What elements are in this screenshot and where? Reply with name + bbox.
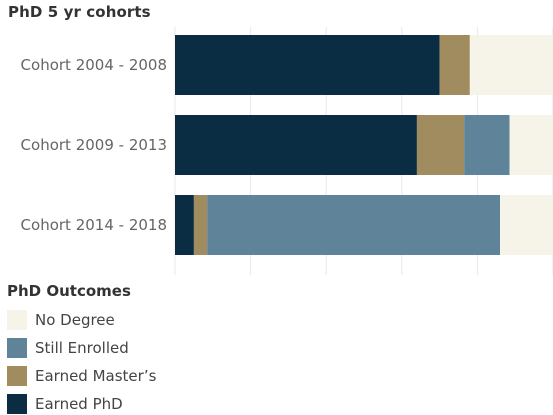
legend-label: No Degree (35, 311, 115, 329)
legend-label: Earned Master’s (35, 367, 157, 385)
bar-earned-phd-cohort-2009-2013 (175, 115, 417, 175)
legend-label: Earned PhD (35, 395, 123, 413)
chart-title: PhD 5 yr cohorts (8, 3, 151, 21)
legend-swatch (7, 310, 27, 330)
legend-swatch (7, 338, 27, 358)
chart-plot: Cohort 2004 - 2008 Cohort 2009 - 2013 Coho… (21, 27, 553, 275)
bar-earned-master-s-cohort-2014-2018 (193, 195, 208, 255)
category-label-cohort-2004-2008: Cohort 2004 - 2008 (21, 56, 167, 74)
category-label-cohort-2014-2018: Cohort 2014 - 2018 (21, 216, 167, 234)
legend-swatch (7, 394, 27, 414)
bar-earned-phd-cohort-2014-2018 (175, 195, 194, 255)
bar-earned-master-s-cohort-2004-2008 (439, 35, 470, 95)
bar-no-degree-cohort-2014-2018 (500, 195, 553, 255)
bar-no-degree-cohort-2004-2008 (469, 35, 553, 95)
bar-still-enrolled-cohort-2009-2013 (464, 115, 510, 175)
legend-item-earned-phd: Earned PhD (7, 390, 156, 415)
legend-items: No Degree Still Enrolled Earned Master’s Ea… (7, 306, 156, 415)
bar-still-enrolled-cohort-2014-2018 (207, 195, 501, 255)
category-label-cohort-2009-2013: Cohort 2009 - 2013 (21, 136, 167, 154)
legend-item-earned-master-s: Earned Master’s (7, 362, 156, 390)
bar-earned-master-s-cohort-2009-2013 (416, 115, 465, 175)
legend: PhD Outcomes No Degree Still Enrolled Earn… (7, 282, 156, 415)
bar-earned-phd-cohort-2004-2008 (175, 35, 440, 95)
legend-item-no-degree: No Degree (7, 306, 156, 334)
legend-title: PhD Outcomes (7, 282, 131, 300)
legend-swatch (7, 366, 27, 386)
legend-item-still-enrolled: Still Enrolled (7, 334, 156, 362)
legend-label: Still Enrolled (35, 339, 129, 357)
bar-no-degree-cohort-2009-2013 (509, 115, 553, 175)
